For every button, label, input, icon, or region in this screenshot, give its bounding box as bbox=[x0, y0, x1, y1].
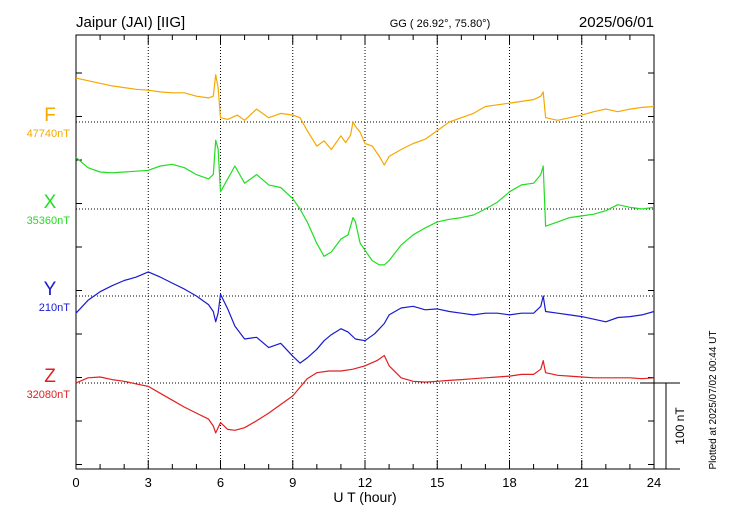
series-line-Z bbox=[75, 354, 655, 434]
x-tick-label-21: 21 bbox=[575, 475, 589, 490]
station-title: Jaipur (JAI) [IIG] bbox=[76, 14, 185, 31]
series-line-Y bbox=[75, 271, 655, 364]
axis-ticks: 0 3 6 9 12 15 18 21 24 bbox=[72, 35, 661, 490]
series-line-F bbox=[75, 74, 655, 166]
series-labels: F 47740nT X 35360nT Y 210nT Z 32080nT bbox=[27, 105, 71, 401]
baseline-label-X: 35360nT bbox=[27, 215, 71, 227]
coordinates-label: GG ( 26.92°, 75.80°) bbox=[390, 18, 491, 30]
series-line-X bbox=[75, 139, 655, 266]
x-tick-label-12: 12 bbox=[358, 475, 372, 490]
date-label: 2025/06/01 bbox=[579, 14, 654, 31]
x-tick-label-3: 3 bbox=[145, 475, 152, 490]
baseline-label-F: 47740nT bbox=[27, 128, 71, 140]
scale-bar-label: 100 nT bbox=[673, 407, 687, 445]
series-name-Z: Z bbox=[44, 366, 56, 387]
series-layer bbox=[75, 74, 655, 434]
series-name-X: X bbox=[44, 192, 57, 213]
baseline-label-Y: 210nT bbox=[39, 302, 70, 314]
plotted-at-note: Plotted at 2025/07/02 00:44 UT bbox=[708, 331, 719, 470]
baseline-label-Z: 32080nT bbox=[27, 389, 71, 401]
series-name-Y: Y bbox=[44, 279, 57, 300]
scale-bar: 100 nT bbox=[640, 382, 687, 470]
x-tick-label-15: 15 bbox=[430, 475, 444, 490]
x-tick-label-18: 18 bbox=[502, 475, 516, 490]
series-name-F: F bbox=[44, 105, 56, 126]
x-axis-label: U T (hour) bbox=[333, 489, 396, 505]
x-tick-label-24: 24 bbox=[647, 475, 661, 490]
x-tick-label-0: 0 bbox=[72, 475, 79, 490]
grid-lines bbox=[76, 35, 654, 469]
x-tick-label-9: 9 bbox=[289, 475, 296, 490]
x-tick-label-6: 6 bbox=[217, 475, 224, 490]
